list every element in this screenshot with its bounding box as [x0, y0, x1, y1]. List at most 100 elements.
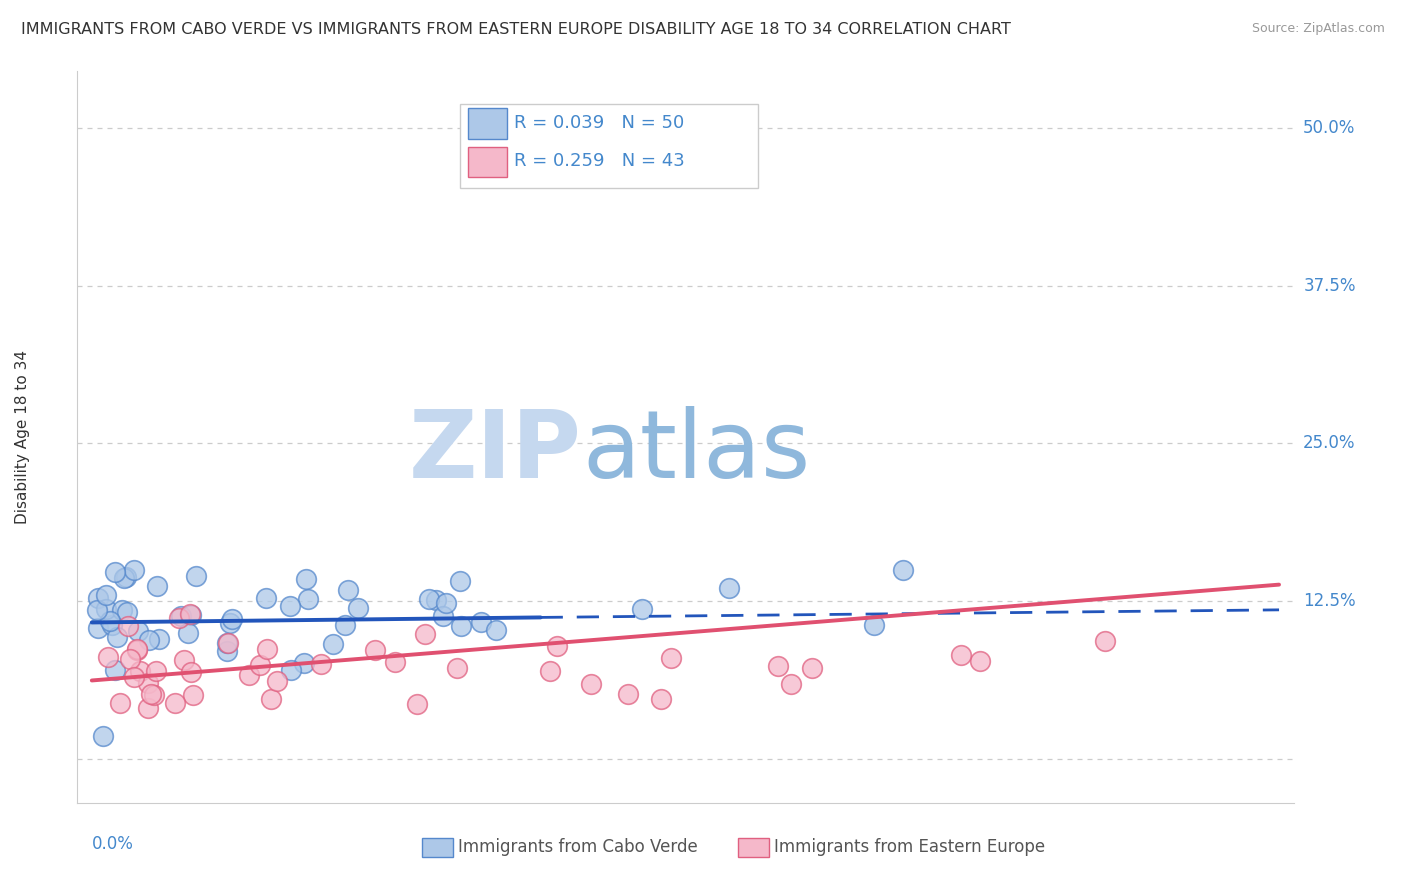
Point [86, 591, 108, 606]
Point [336, 582, 359, 597]
Point [87, 621, 110, 635]
Point [136, 676, 159, 690]
Point [127, 643, 149, 657]
Point [138, 632, 160, 647]
Point [124, 563, 146, 577]
Point [169, 611, 191, 625]
FancyBboxPatch shape [460, 104, 758, 188]
Text: Immigrants from Eastern Europe: Immigrants from Eastern Europe [775, 838, 1045, 856]
Point [221, 612, 243, 626]
Text: R = 0.039   N = 50: R = 0.039 N = 50 [515, 113, 685, 131]
Point [949, 648, 972, 663]
Point [449, 574, 471, 588]
Text: 25.0%: 25.0% [1303, 434, 1355, 452]
Text: Source: ZipAtlas.com: Source: ZipAtlas.com [1251, 22, 1385, 36]
Text: 50.0%: 50.0% [1303, 120, 1355, 137]
Point [432, 609, 454, 624]
Point [127, 624, 149, 638]
Point [136, 701, 159, 715]
Point [117, 605, 139, 619]
Point [129, 665, 152, 679]
Point [96, 588, 118, 602]
Point [105, 631, 128, 645]
Point [218, 615, 240, 630]
Point [450, 619, 472, 633]
Point [118, 651, 141, 665]
Point [145, 664, 167, 678]
Text: Disability Age 18 to 34: Disability Age 18 to 34 [15, 350, 30, 524]
Point [862, 618, 884, 632]
Point [347, 600, 370, 615]
Point [309, 657, 332, 672]
Point [98, 615, 121, 629]
Point [659, 651, 682, 665]
Point [93, 729, 115, 743]
Point [484, 624, 506, 638]
Point [322, 637, 344, 651]
Point [104, 664, 127, 678]
Point [184, 568, 207, 582]
Point [546, 640, 568, 654]
Point [260, 692, 283, 706]
Point [297, 592, 319, 607]
Point [217, 636, 239, 650]
Point [179, 607, 201, 621]
Point [294, 572, 316, 586]
Point [364, 642, 387, 657]
Point [177, 626, 200, 640]
Point [173, 653, 195, 667]
Text: R = 0.259   N = 43: R = 0.259 N = 43 [515, 153, 685, 170]
Point [217, 636, 239, 650]
Point [170, 608, 193, 623]
Point [217, 644, 239, 658]
Point [142, 688, 165, 702]
Point [111, 603, 134, 617]
Text: 12.5%: 12.5% [1303, 592, 1355, 610]
Point [97, 650, 120, 665]
Point [470, 615, 492, 629]
Point [146, 579, 169, 593]
Point [768, 659, 790, 673]
Point [406, 697, 429, 711]
Point [446, 661, 468, 675]
Point [86, 603, 108, 617]
Point [180, 665, 202, 679]
Point [108, 696, 131, 710]
Point [292, 656, 315, 670]
Point [717, 582, 740, 596]
Point [94, 601, 117, 615]
Point [969, 654, 991, 668]
Point [256, 641, 278, 656]
Point [266, 674, 288, 689]
Point [101, 618, 124, 632]
Point [104, 565, 127, 579]
Text: atlas: atlas [582, 406, 810, 498]
Point [418, 592, 440, 607]
Point [650, 692, 672, 706]
Point [124, 670, 146, 684]
Text: Immigrants from Cabo Verde: Immigrants from Cabo Verde [458, 838, 697, 856]
Point [425, 592, 447, 607]
FancyBboxPatch shape [468, 108, 506, 138]
Point [540, 664, 562, 678]
Point [163, 696, 186, 710]
FancyBboxPatch shape [468, 146, 506, 178]
Text: ZIP: ZIP [409, 406, 582, 498]
Point [139, 687, 162, 701]
Point [800, 660, 823, 674]
Point [616, 687, 638, 701]
Point [249, 658, 271, 673]
Point [384, 655, 406, 669]
Point [581, 677, 603, 691]
Point [127, 642, 149, 657]
Point [115, 570, 138, 584]
Point [254, 591, 277, 606]
FancyBboxPatch shape [738, 838, 769, 857]
Point [280, 664, 302, 678]
Point [780, 677, 803, 691]
FancyBboxPatch shape [422, 838, 453, 857]
Text: 37.5%: 37.5% [1303, 277, 1355, 294]
Point [434, 596, 457, 610]
Point [413, 627, 436, 641]
Text: IMMIGRANTS FROM CABO VERDE VS IMMIGRANTS FROM EASTERN EUROPE DISABILITY AGE 18 T: IMMIGRANTS FROM CABO VERDE VS IMMIGRANTS… [21, 22, 1011, 37]
